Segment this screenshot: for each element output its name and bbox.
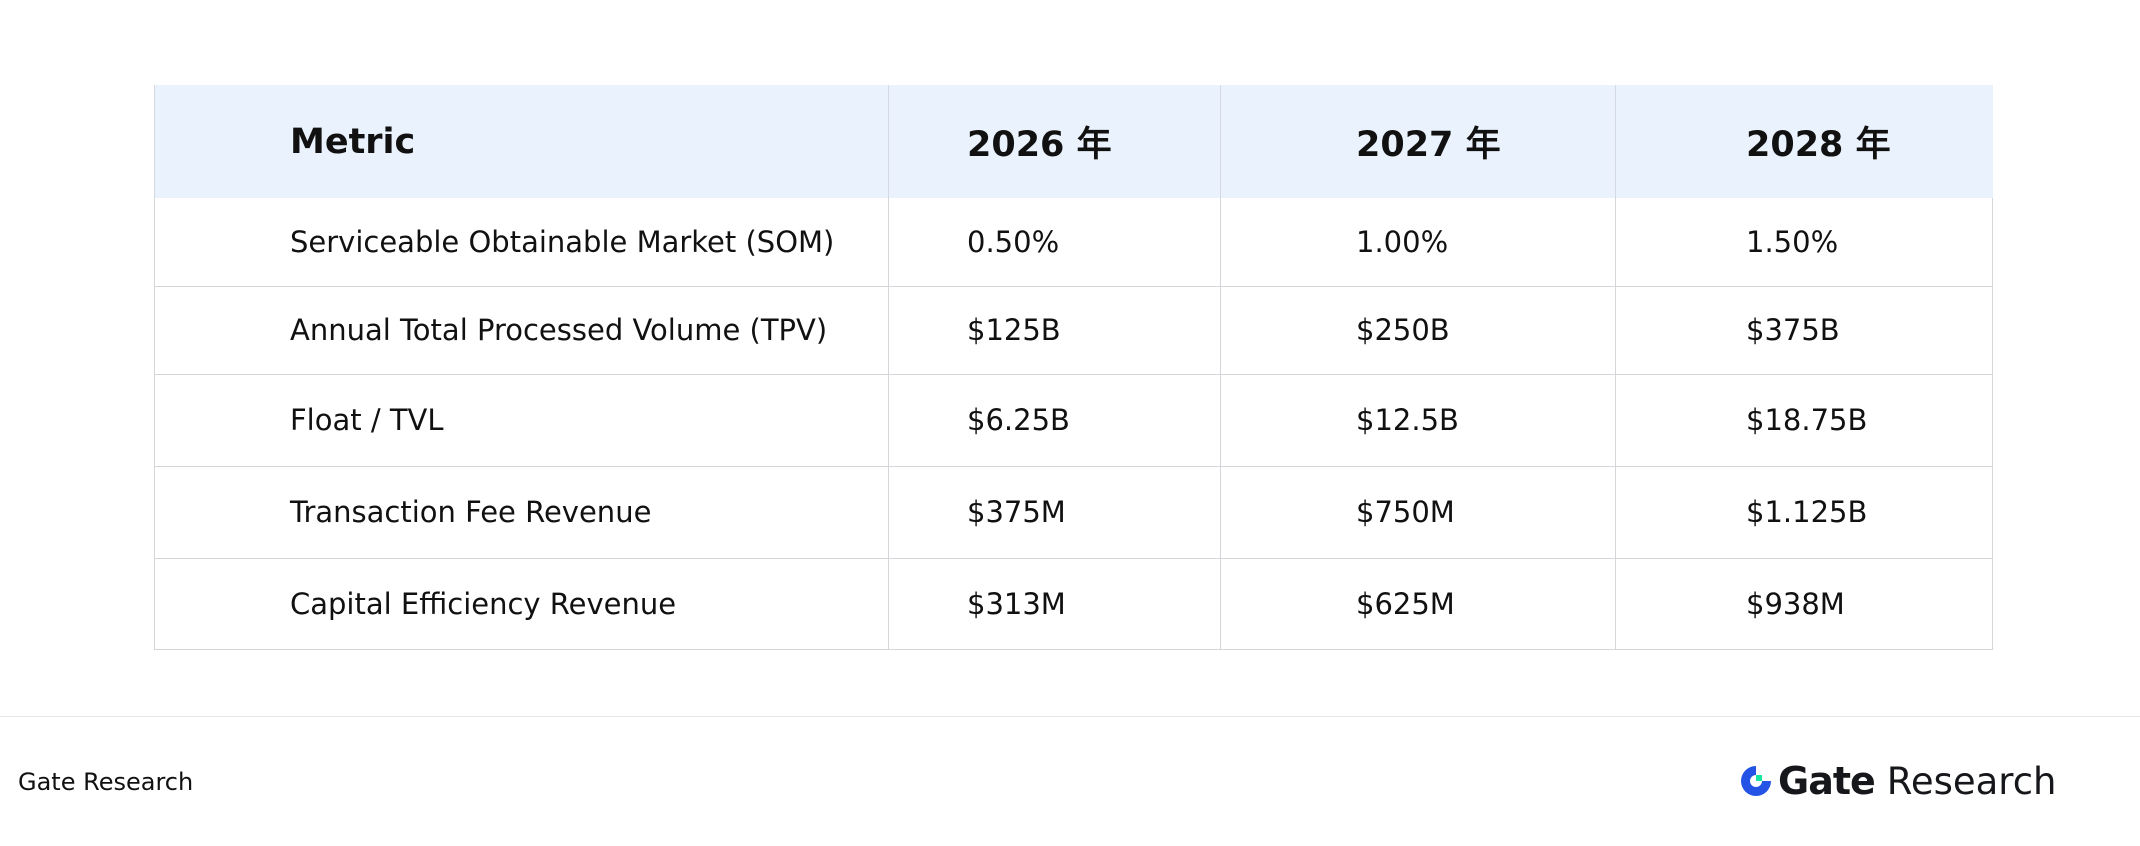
metrics-table-container: Metric 2026 年 2027 年 2028 年 Serviceable … xyxy=(154,85,1993,650)
cell-2027: $12.5B xyxy=(1220,374,1616,466)
cell-2027: 1.00% xyxy=(1220,198,1616,286)
table-row: Annual Total Processed Volume (TPV) $125… xyxy=(154,286,1993,374)
cell-2028: $938M xyxy=(1615,558,1993,649)
cell-2026: $6.25B xyxy=(888,374,1221,466)
logo-brand-text: Gate xyxy=(1778,759,1876,803)
footer-divider xyxy=(0,716,2140,717)
cell-metric: Capital Efficiency Revenue xyxy=(154,558,889,649)
table-row: Transaction Fee Revenue $375M $750M $1.1… xyxy=(154,466,1993,558)
table-header: Metric 2026 年 2027 年 2028 年 xyxy=(154,85,1993,198)
header-2027: 2027 年 xyxy=(1220,85,1616,198)
table-header-row: Metric 2026 年 2027 年 2028 年 xyxy=(154,85,1993,198)
cell-2026: $125B xyxy=(888,286,1221,374)
cell-metric: Annual Total Processed Volume (TPV) xyxy=(154,286,889,374)
cell-2027: $250B xyxy=(1220,286,1616,374)
gate-research-logo: Gate Research xyxy=(1738,758,2057,804)
cell-2028: $375B xyxy=(1615,286,1993,374)
cell-metric: Float / TVL xyxy=(154,374,889,466)
header-2028: 2028 年 xyxy=(1746,125,1891,165)
cell-metric: Serviceable Obtainable Market (SOM) xyxy=(154,198,889,286)
cell-2028: $1.125B xyxy=(1615,466,1993,558)
table-row: Serviceable Obtainable Market (SOM) 0.50… xyxy=(154,198,1993,286)
gate-logo-icon xyxy=(1738,763,1774,799)
cell-2026: 0.50% xyxy=(888,198,1221,286)
cell-2027: $750M xyxy=(1220,466,1616,558)
cell-metric: Transaction Fee Revenue xyxy=(154,466,889,558)
cell-2026: $313M xyxy=(888,558,1221,649)
table-row: Float / TVL $6.25B $12.5B $18.75B xyxy=(154,374,1993,466)
cell-2028: $18.75B xyxy=(1615,374,1993,466)
header-metric: Metric xyxy=(154,85,889,198)
cell-2028: 1.50% xyxy=(1615,198,1993,286)
cell-2027: $625M xyxy=(1220,558,1616,649)
table-body: Serviceable Obtainable Market (SOM) 0.50… xyxy=(154,198,1993,649)
cell-2026: $375M xyxy=(888,466,1221,558)
metrics-table: Metric 2026 年 2027 年 2028 年 Serviceable … xyxy=(154,85,1993,650)
header-2026: 2026 年 xyxy=(888,85,1221,198)
logo-suffix-text: Research xyxy=(1886,759,2057,803)
table-row: Capital Efficiency Revenue $313M $625M $… xyxy=(154,558,1993,649)
footer-source-label: Gate Research xyxy=(18,768,194,796)
